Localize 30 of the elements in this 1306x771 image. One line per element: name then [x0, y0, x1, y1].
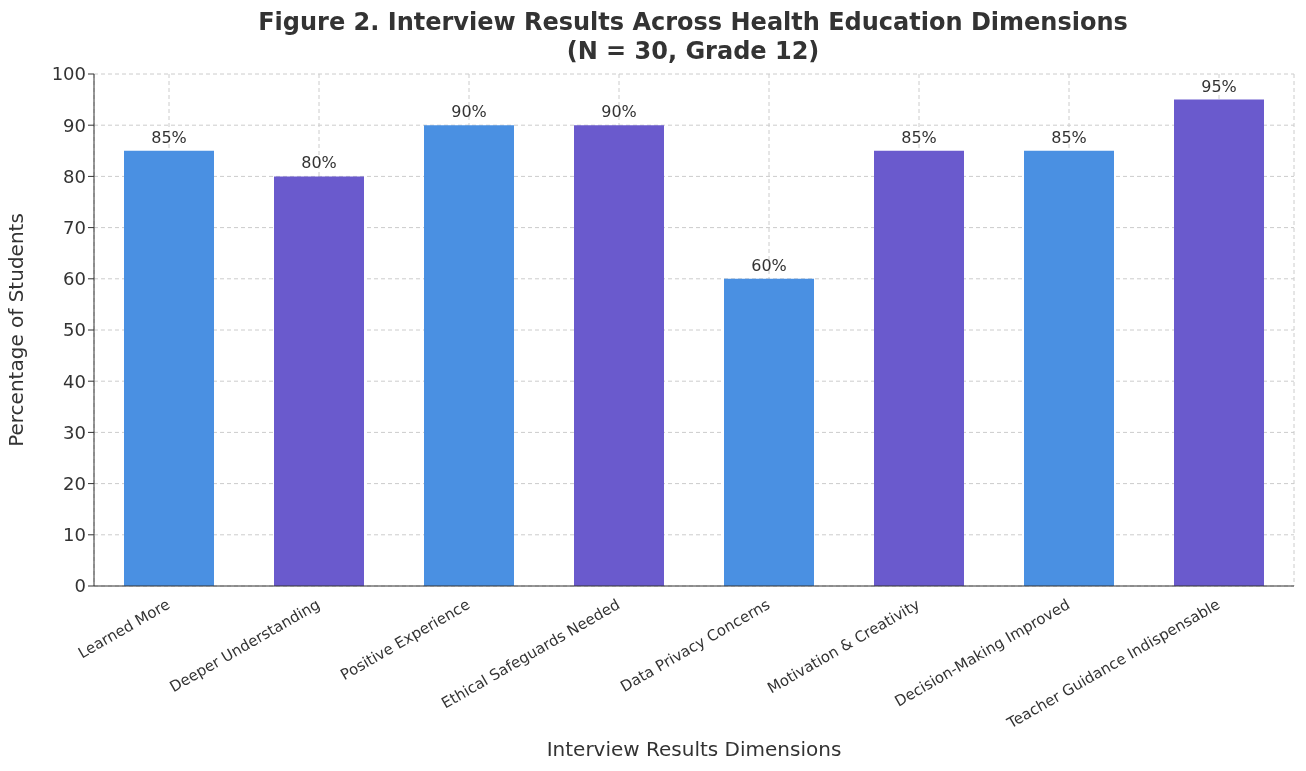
- data-label: 85%: [151, 127, 187, 147]
- bar: [874, 150, 964, 586]
- y-tick-label: 0: [74, 575, 86, 597]
- data-label: 95%: [1201, 76, 1237, 96]
- data-label: 85%: [901, 127, 937, 147]
- bar: [724, 278, 814, 586]
- x-axis-title: Interview Results Dimensions: [546, 737, 842, 761]
- chart-title: Figure 2. Interview Results Across Health Education Dimensions (N = 30, Grade 12): [257, 8, 1129, 66]
- y-tick-label: 50: [63, 319, 86, 341]
- data-label: 90%: [601, 102, 637, 122]
- y-axis-title: Percentage of Students: [4, 213, 29, 447]
- data-label: 90%: [451, 102, 487, 122]
- y-tick-label: 100: [51, 63, 86, 85]
- bar: [574, 125, 664, 586]
- y-tick-label: 10: [63, 524, 86, 546]
- y-tick-label: 30: [63, 421, 86, 443]
- bar: [1174, 99, 1264, 586]
- y-tick-label: 70: [63, 216, 86, 238]
- y-tick-label: 60: [63, 268, 86, 290]
- y-tick-label: 80: [63, 165, 86, 187]
- bar: [424, 125, 514, 586]
- data-label: 80%: [301, 153, 337, 173]
- bar: [124, 150, 214, 586]
- bar: [274, 176, 364, 586]
- data-label: 85%: [1051, 127, 1087, 147]
- y-tick-label: 20: [63, 472, 86, 494]
- data-label: 60%: [751, 255, 787, 275]
- bar: [1024, 150, 1114, 586]
- y-tick-label: 40: [63, 370, 86, 392]
- y-tick-label: 90: [63, 114, 86, 136]
